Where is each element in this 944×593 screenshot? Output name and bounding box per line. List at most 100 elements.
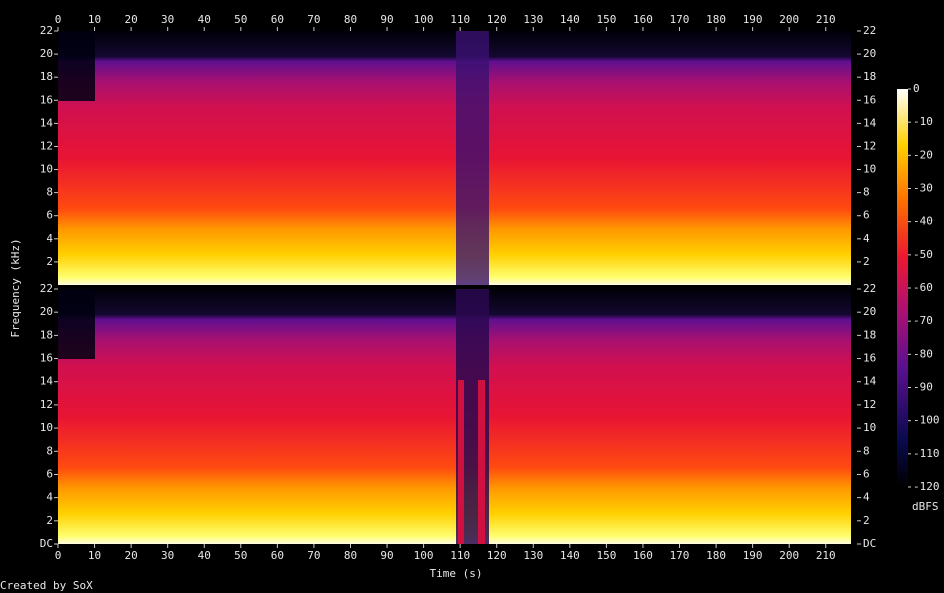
y-tick-label: 12 (863, 139, 876, 152)
x-tick-label: 0 (55, 549, 62, 562)
x-tick-label: 120 (487, 13, 507, 26)
x-tick-label: 180 (706, 13, 726, 26)
quiet-region (456, 31, 489, 285)
y-tick-label: 16 (863, 93, 876, 106)
x-tick-label: 90 (380, 13, 393, 26)
x-tick-label: 150 (596, 549, 616, 562)
colorbar-tick-label: -80 (913, 347, 933, 360)
colorbar-tick-label: -60 (913, 281, 933, 294)
y-tick-label: 6 (863, 467, 870, 480)
y-tick-label: 22 (863, 24, 876, 37)
y-tick-label: 22 (863, 282, 876, 295)
y-tick-label: 18 (863, 70, 876, 83)
x-tick-label: 90 (380, 549, 393, 562)
x-tick-label: 0 (55, 13, 62, 26)
colorbar-tick-label: -20 (913, 148, 933, 161)
colorbar-label: dBFS (912, 500, 939, 513)
x-tick-label: 80 (344, 13, 357, 26)
x-tick-label: 50 (234, 13, 247, 26)
x-tick-label: 30 (161, 13, 174, 26)
y-tick-label: 14 (863, 375, 877, 388)
footer: Created by SoX (0, 579, 93, 592)
y-tick-label: 8 (46, 186, 53, 199)
x-tick-label: 160 (633, 549, 653, 562)
x-tick-label: 170 (670, 13, 690, 26)
x-tick-label: 210 (816, 549, 836, 562)
colorbar-tick-label: -50 (913, 248, 933, 261)
y-tick-label: 4 (46, 232, 53, 245)
x-tick-label: 60 (271, 549, 284, 562)
x-tick-label: 170 (670, 549, 690, 562)
x-tick-label: 140 (560, 13, 580, 26)
y-tick-label: 2 (863, 514, 870, 527)
x-tick-label: 210 (816, 13, 836, 26)
y-tick-label: 14 (863, 116, 877, 129)
y-tick-label: 16 (40, 93, 53, 106)
channel-1-image (58, 31, 851, 285)
y-tick-label: 22 (40, 24, 53, 37)
x-tick-label: 110 (450, 549, 470, 562)
x-tick-label: 50 (234, 549, 247, 562)
y-tick-label: 2 (46, 255, 53, 268)
x-tick-label: 140 (560, 549, 580, 562)
y-tick-label: 20 (40, 47, 53, 60)
y-tick-label: 12 (863, 398, 876, 411)
tail (851, 289, 857, 544)
y-tick-label: 8 (863, 444, 870, 457)
y-tick-label: 18 (40, 70, 53, 83)
x-axis-label: Time (s) (430, 567, 483, 580)
y-tick-label: 8 (863, 186, 870, 199)
x-tick-label: 190 (743, 549, 763, 562)
colorbar-tick-label: -120 (913, 480, 940, 493)
y-tick-label: DC (40, 537, 53, 550)
y-tick-label: 6 (46, 467, 53, 480)
y-tick-label: 10 (863, 421, 876, 434)
y-tick-label: 18 (863, 328, 876, 341)
y-tick-label: 14 (40, 116, 54, 129)
x-tick-label: 130 (523, 13, 543, 26)
y-tick-label: 20 (40, 305, 53, 318)
x-tick-label: 200 (779, 13, 799, 26)
x-tick-label: 20 (124, 549, 137, 562)
y-tick-label: 14 (40, 375, 54, 388)
x-tick-label: 190 (743, 13, 763, 26)
x-tick-label: 180 (706, 549, 726, 562)
colorbar-tick-label: -70 (913, 314, 933, 327)
y-tick-label: 16 (40, 352, 53, 365)
colorbar-tick-label: -30 (913, 182, 933, 195)
x-tick-label: 110 (450, 13, 470, 26)
x-tick-label: 200 (779, 549, 799, 562)
y-tick-label: 10 (863, 163, 876, 176)
colorbar-tick-label: -40 (913, 215, 933, 228)
y-tick-label: 6 (863, 209, 870, 222)
y-tick-label: 6 (46, 209, 53, 222)
colorbar-tick-label: -10 (913, 115, 933, 128)
y-tick-label: 22 (40, 282, 53, 295)
colorbar-tick-label: -90 (913, 381, 933, 394)
x-tick-label: 10 (88, 13, 101, 26)
x-tick-label: 100 (414, 13, 434, 26)
x-tick-label: 40 (198, 549, 211, 562)
y-tick-label: 20 (863, 305, 876, 318)
y-tick-label: 10 (40, 421, 53, 434)
x-tick-label: 100 (414, 549, 434, 562)
colorbar-tick-label: -100 (913, 414, 940, 427)
y-tick-label: 8 (46, 444, 53, 457)
y-tick-label: 12 (40, 139, 53, 152)
y-tick-label: DC (863, 537, 876, 550)
x-tick-label: 70 (307, 13, 320, 26)
y-tick-label: 2 (46, 514, 53, 527)
x-tick-label: 30 (161, 549, 174, 562)
y-tick-label: 4 (863, 491, 870, 504)
stripe (478, 380, 485, 544)
x-tick-label: 70 (307, 549, 320, 562)
quiet-region (58, 289, 95, 359)
colorbar-tick-label: -110 (913, 447, 940, 460)
x-tick-label: 80 (344, 549, 357, 562)
x-tick-label: 160 (633, 13, 653, 26)
quiet-region (58, 31, 95, 101)
x-tick-label: 60 (271, 13, 284, 26)
y-tick-label: 2 (863, 255, 870, 268)
colorbar-tick-label: 0 (913, 82, 920, 95)
channel-2-image (58, 289, 851, 544)
